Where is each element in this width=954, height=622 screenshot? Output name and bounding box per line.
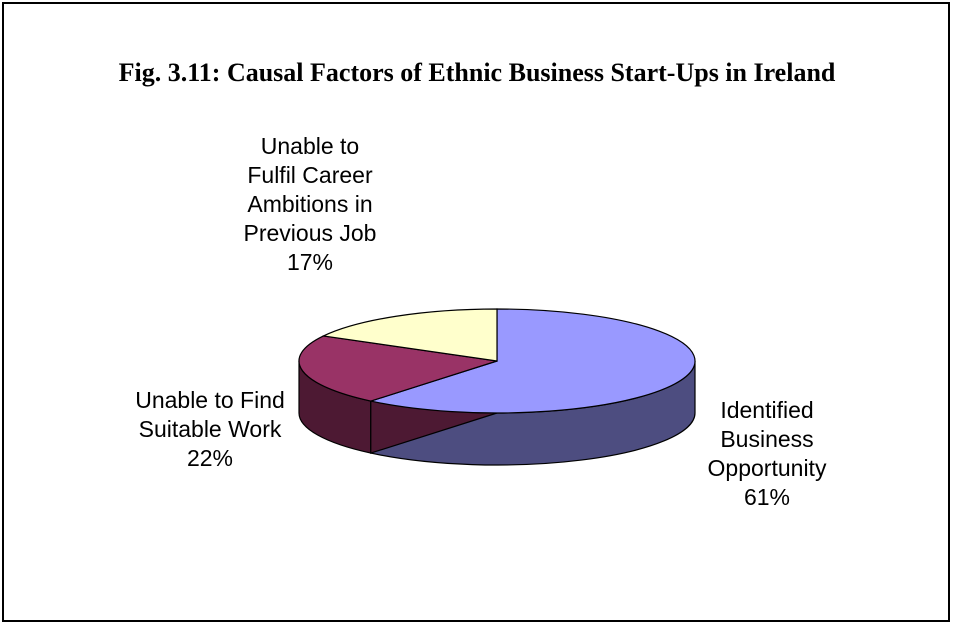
slice-name: Identified Business Opportunity <box>707 397 827 481</box>
slice-name: Unable to Find Suitable Work <box>135 387 285 442</box>
slice-value-label: 61% <box>743 484 791 510</box>
pie-slice-top <box>321 308 498 362</box>
slice-name: Unable to Fulfil Career Ambitions in Pre… <box>243 133 377 246</box>
pie-slice-top <box>298 335 498 402</box>
slice-value-label: 17% <box>286 249 334 275</box>
slice-value-label: 22% <box>186 445 234 471</box>
chart-title: Fig. 3.11: Causal Factors of Ethnic Busi… <box>118 58 836 87</box>
slice-label-identified-business-opportunity: Identified Business Opportunity 61% <box>662 396 872 512</box>
slice-label-unable-to-fulfil-career-ambitions: Unable to Fulfil Career Ambitions in Pre… <box>205 132 415 277</box>
pie-slice-top <box>368 308 696 414</box>
slice-label-unable-to-find-suitable-work: Unable to Find Suitable Work 22% <box>110 386 310 473</box>
